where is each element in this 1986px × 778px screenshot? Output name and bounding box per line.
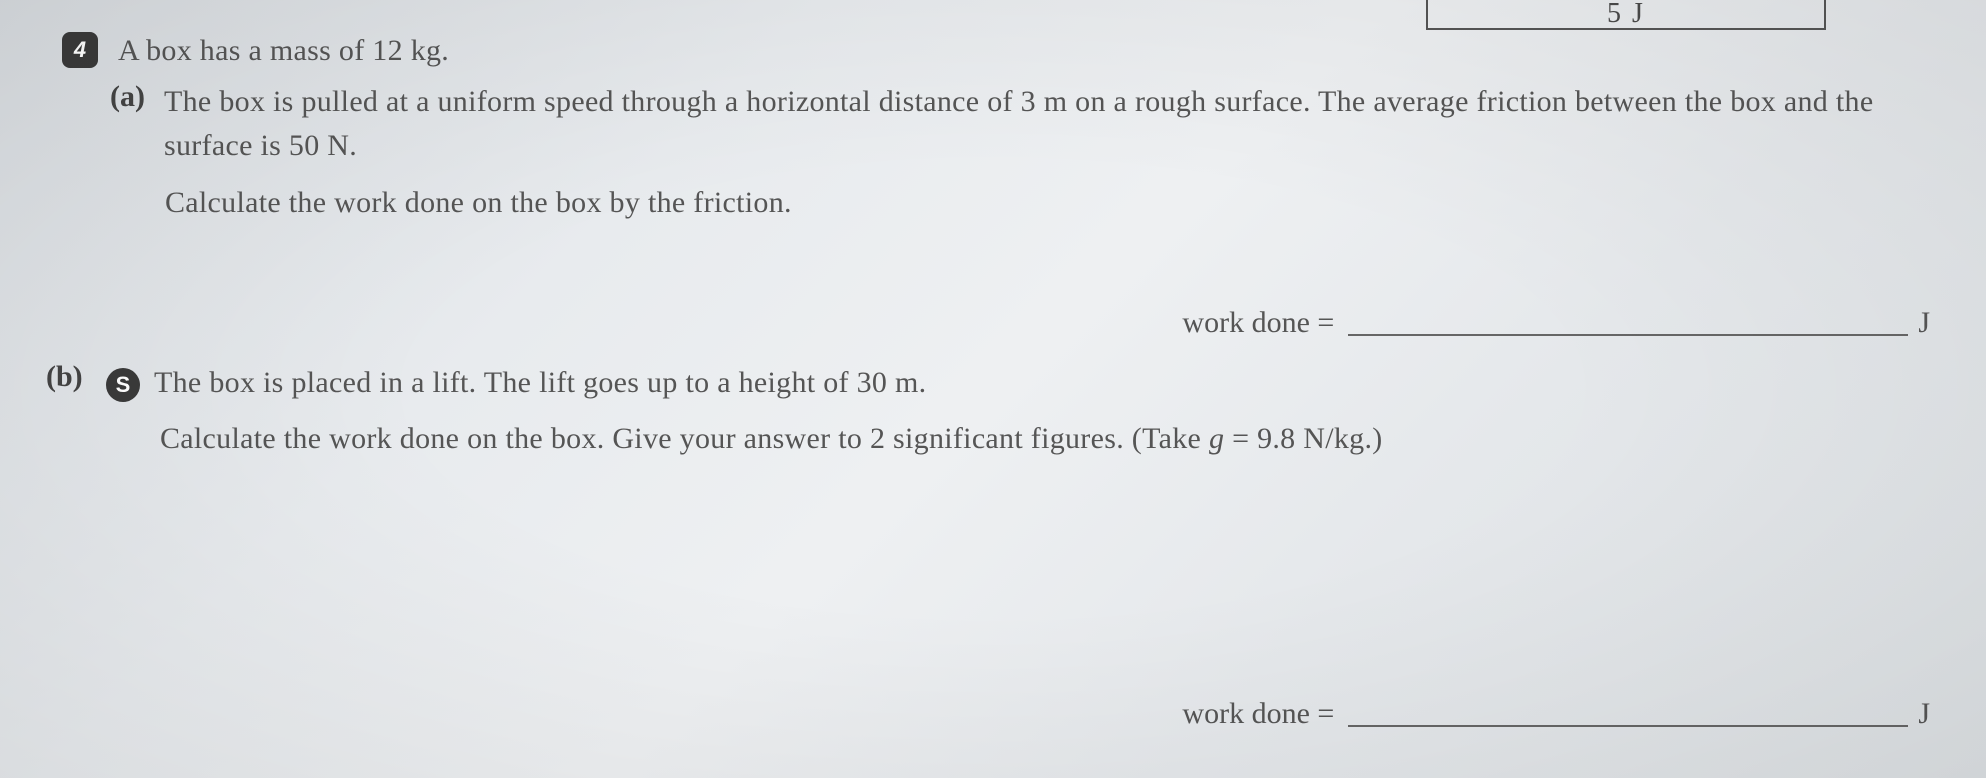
supplement-badge-icon: S — [106, 368, 140, 402]
part-b-instruction: Calculate the work done on the box. Give… — [160, 422, 1906, 456]
part-b-text: The box is placed in a lift. The lift go… — [154, 366, 926, 399]
table-cell-top: 5 J — [1426, 0, 1826, 30]
part-a: (a) The box is pulled at a uniform speed… — [110, 80, 1926, 167]
question-number-badge: 4 — [62, 32, 98, 68]
question-number-text: 4 — [74, 37, 86, 63]
worksheet-page: 5 J 4 A box has a mass of 12 kg. (a) The… — [0, 0, 1986, 778]
part-a-instruction: Calculate the work done on the box by th… — [165, 186, 792, 220]
part-a-answer-row: work done = J — [1182, 306, 1930, 340]
part-a-label: (a) — [110, 80, 160, 114]
question-stem: A box has a mass of 12 kg. — [118, 34, 449, 68]
part-a-answer-label: work done = — [1182, 306, 1334, 340]
part-b-answer-row: work done = J — [1182, 697, 1930, 731]
part-b: (b) S The box is placed in a lift. The l… — [46, 360, 1926, 405]
supplement-badge-text: S — [116, 372, 131, 398]
part-a-unit: J — [1918, 306, 1930, 340]
g-value: = 9.8 N/kg.) — [1224, 422, 1382, 455]
part-b-label: (b) — [46, 360, 102, 394]
part-a-answer-blank[interactable] — [1348, 334, 1908, 336]
part-b-instruction-prefix: Calculate the work done on the box. Give… — [160, 422, 1209, 455]
part-a-text: The box is pulled at a uniform speed thr… — [164, 80, 1920, 167]
part-b-unit: J — [1918, 697, 1930, 731]
part-b-answer-blank[interactable] — [1348, 725, 1908, 727]
top-cell-value: 5 J — [1607, 0, 1645, 30]
g-symbol: g — [1209, 422, 1224, 455]
part-b-answer-label: work done = — [1182, 697, 1334, 731]
